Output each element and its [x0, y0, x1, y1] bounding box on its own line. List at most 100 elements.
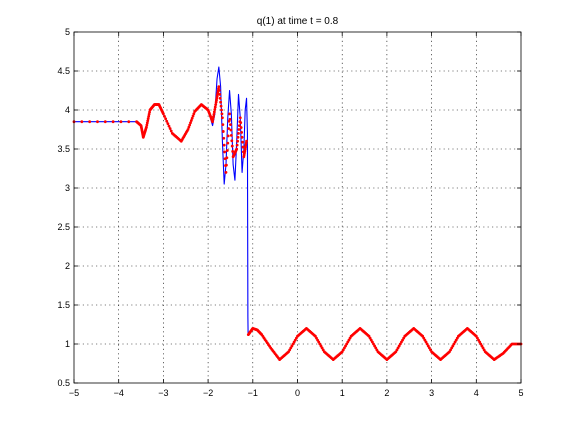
data-point — [188, 123, 192, 127]
y-tick-label: 4.5 — [57, 66, 70, 76]
data-point — [224, 171, 228, 174]
data-point — [96, 120, 99, 124]
data-point — [145, 121, 149, 125]
x-tick-label: −3 — [158, 388, 168, 398]
data-point — [240, 131, 244, 134]
data-point — [235, 147, 239, 151]
data-point — [239, 121, 243, 125]
axis-ticks: −5 −4 −3 −2 −1 0 1 2 3 4 5 0.5 1 1.5 2 2.5 3 3.5 4 4.5 5 — [57, 27, 523, 398]
data-point — [192, 112, 196, 116]
data-point — [189, 119, 193, 122]
data-point — [229, 128, 233, 132]
data-point — [163, 114, 166, 118]
data-point — [214, 103, 218, 107]
data-point — [245, 139, 248, 143]
data-point — [225, 156, 229, 160]
data-point — [213, 108, 217, 111]
x-tick-label: 2 — [384, 388, 389, 398]
y-tick-label: 2.5 — [57, 222, 70, 232]
data-point — [80, 120, 84, 124]
data-point — [237, 124, 241, 127]
x-tick-label: −1 — [248, 388, 258, 398]
data-point — [221, 116, 224, 120]
data-point — [169, 129, 173, 133]
y-tick-label: 5 — [65, 27, 70, 37]
data-point — [239, 126, 243, 129]
data-point — [228, 112, 231, 116]
data-point — [218, 96, 222, 100]
data-point — [145, 123, 149, 127]
data-point — [226, 141, 230, 145]
data-point — [164, 117, 168, 121]
chart-title: q(1) at time t = 0.8 — [257, 16, 339, 27]
x-tick-label: 5 — [518, 388, 523, 398]
data-point — [187, 125, 191, 129]
data-point — [229, 123, 232, 127]
data-point — [147, 115, 151, 118]
data-point — [219, 104, 223, 108]
data-point — [168, 127, 172, 130]
x-tick-label: −4 — [114, 388, 124, 398]
data-point — [219, 100, 223, 104]
data-point — [236, 139, 240, 143]
data-point — [225, 163, 228, 167]
data-point — [88, 120, 92, 124]
y-tick-label: 3.5 — [57, 144, 70, 154]
data-point — [226, 134, 230, 138]
y-tick-label: 2 — [65, 261, 70, 271]
y-tick-label: 1.5 — [57, 300, 70, 310]
data-point — [231, 150, 235, 153]
data-point — [237, 128, 241, 131]
data-point — [223, 150, 227, 154]
data-point — [221, 130, 225, 133]
data-point — [241, 140, 244, 144]
x-tick-label: 3 — [429, 388, 434, 398]
data-point — [217, 85, 221, 88]
data-point — [229, 133, 233, 137]
x-tick-label: −5 — [69, 388, 79, 398]
data-point — [162, 112, 165, 116]
data-point — [217, 89, 221, 92]
data-point — [218, 93, 222, 96]
data-point — [145, 125, 148, 129]
data-point — [236, 135, 240, 139]
series-markers — [72, 85, 523, 361]
y-tick-label: 1 — [65, 339, 70, 349]
data-point — [225, 149, 229, 152]
data-point — [146, 119, 150, 123]
y-tick-label: 4 — [65, 105, 70, 115]
data-point — [103, 120, 107, 124]
data-point — [220, 108, 223, 112]
plot-area — [74, 32, 521, 383]
data-point — [190, 116, 194, 120]
data-point — [220, 112, 224, 116]
x-tick-label: 1 — [340, 388, 345, 398]
data-point — [186, 128, 190, 131]
y-tick-label: 3 — [65, 183, 70, 193]
data-point — [222, 143, 226, 147]
data-point — [146, 117, 150, 120]
data-point — [212, 112, 216, 116]
data-point — [240, 135, 244, 139]
data-point — [235, 143, 239, 147]
x-tick-label: 0 — [295, 388, 300, 398]
data-point — [165, 119, 169, 123]
data-point — [212, 115, 215, 119]
data-point — [148, 110, 151, 114]
data-point — [166, 122, 170, 126]
data-point — [230, 139, 234, 143]
data-point — [167, 124, 171, 128]
data-point — [191, 114, 195, 118]
data-point — [228, 117, 232, 121]
data-point — [119, 120, 123, 124]
data-point — [189, 121, 192, 125]
data-point — [111, 120, 115, 124]
data-point — [221, 123, 225, 127]
data-point — [238, 116, 242, 120]
data-point — [211, 117, 215, 121]
data-point — [230, 144, 234, 148]
data-point — [213, 105, 217, 109]
data-point — [212, 110, 216, 114]
y-tick-label: 0.5 — [57, 378, 70, 388]
